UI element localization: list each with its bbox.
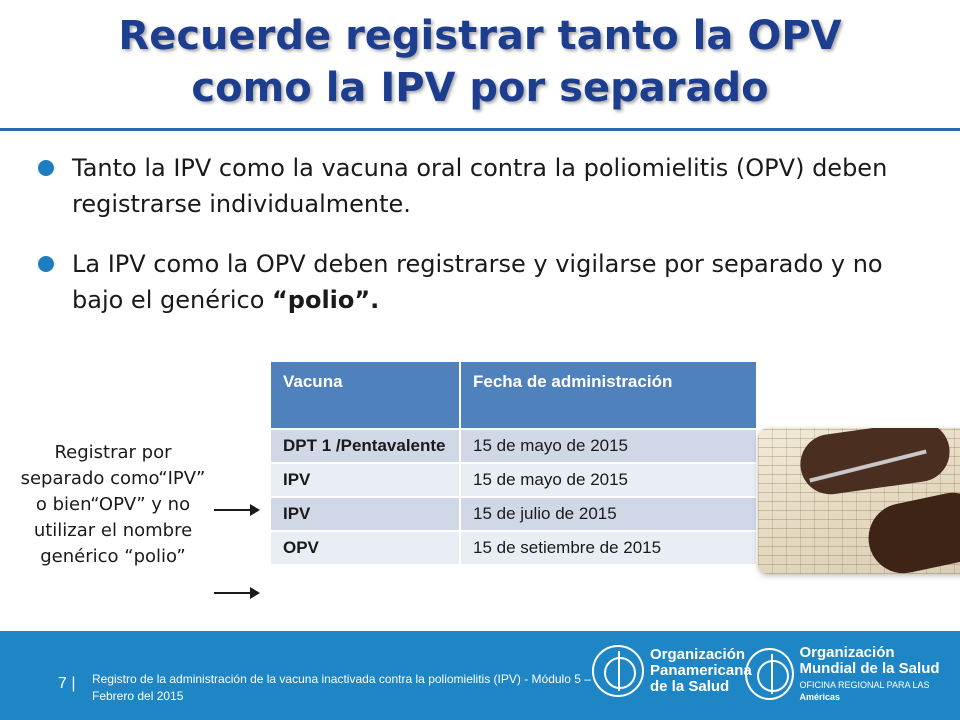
ops-line-2: Panamericana (650, 662, 752, 679)
bullet-dot-icon (38, 160, 54, 176)
arrow-icon (214, 504, 260, 516)
ops-logo-text: Organización Panamericana de la Salud (650, 647, 752, 695)
page-number: 7 | (58, 675, 76, 692)
ops-logo: Organización Panamericana de la Salud (592, 645, 752, 697)
footer-bar: 7 | Registro de la administración de la … (0, 631, 960, 720)
oms-subline: OFICINA REGIONAL PARA LAS Américas (800, 679, 960, 703)
oms-logo: Organización Mundial de la Salud OFICINA… (745, 645, 960, 703)
cell-vacuna: OPV (269, 530, 461, 566)
bullet-item-1: Tanto la IPV como la vacuna oral contra … (38, 150, 938, 222)
oms-logo-text: Organización Mundial de la Salud OFICINA… (800, 645, 960, 703)
side-note: Registrar por separado como“IPV” o bien“… (20, 442, 206, 567)
vaccine-table: Vacuna Fecha de administración DPT 1 /Pe… (269, 360, 758, 566)
ops-emblem-icon (592, 645, 644, 697)
cell-fecha: 15 de mayo de 2015 (459, 428, 758, 464)
oms-line-2: Mundial de la Salud (799, 660, 940, 677)
cell-vacuna: IPV (269, 496, 461, 532)
table-row: IPV 15 de julio de 2015 (269, 496, 758, 532)
who-emblem-icon (745, 648, 794, 700)
cell-fecha: 15 de setiembre de 2015 (459, 530, 758, 566)
footer-reference: Registro de la administración de la vacu… (92, 672, 591, 703)
oms-sub: OFICINA REGIONAL PARA LAS (799, 680, 930, 690)
ops-line-1: Organización (650, 646, 746, 663)
oms-line-1: Organización (799, 644, 895, 661)
register-photo (758, 428, 960, 574)
bullet-text-2: La IPV como la OPV deben registrarse y v… (72, 250, 883, 314)
cell-vacuna: DPT 1 /Pentavalente (269, 428, 461, 464)
table-row: OPV 15 de setiembre de 2015 (269, 530, 758, 566)
table-row: IPV 15 de mayo de 2015 (269, 462, 758, 498)
cell-vacuna: IPV (269, 462, 461, 498)
table-row: DPT 1 /Pentavalente 15 de mayo de 2015 (269, 428, 758, 464)
column-header-fecha: Fecha de administración (459, 360, 758, 430)
table-header-row: Vacuna Fecha de administración (269, 360, 758, 430)
slide-title: Recuerde registrar tanto la OPV como la … (0, 10, 960, 114)
bullet-dot-icon (38, 256, 54, 272)
title-divider (0, 128, 960, 131)
bullet-text-1: Tanto la IPV como la vacuna oral contra … (72, 154, 888, 218)
bullet-text-2-bold: “polio”. (272, 286, 380, 314)
title-line-2: como la IPV por separado (191, 65, 769, 111)
ops-line-3: de la Salud (650, 678, 730, 695)
bullet-list: Tanto la IPV como la vacuna oral contra … (38, 150, 938, 342)
bullet-item-2: La IPV como la OPV deben registrarse y v… (38, 246, 938, 318)
title-line-1: Recuerde registrar tanto la OPV (118, 13, 842, 59)
arrow-icon (214, 587, 260, 599)
oms-region: Américas (799, 692, 841, 702)
column-header-vacuna: Vacuna (269, 360, 461, 430)
cell-fecha: 15 de julio de 2015 (459, 496, 758, 532)
cell-fecha: 15 de mayo de 2015 (459, 462, 758, 498)
